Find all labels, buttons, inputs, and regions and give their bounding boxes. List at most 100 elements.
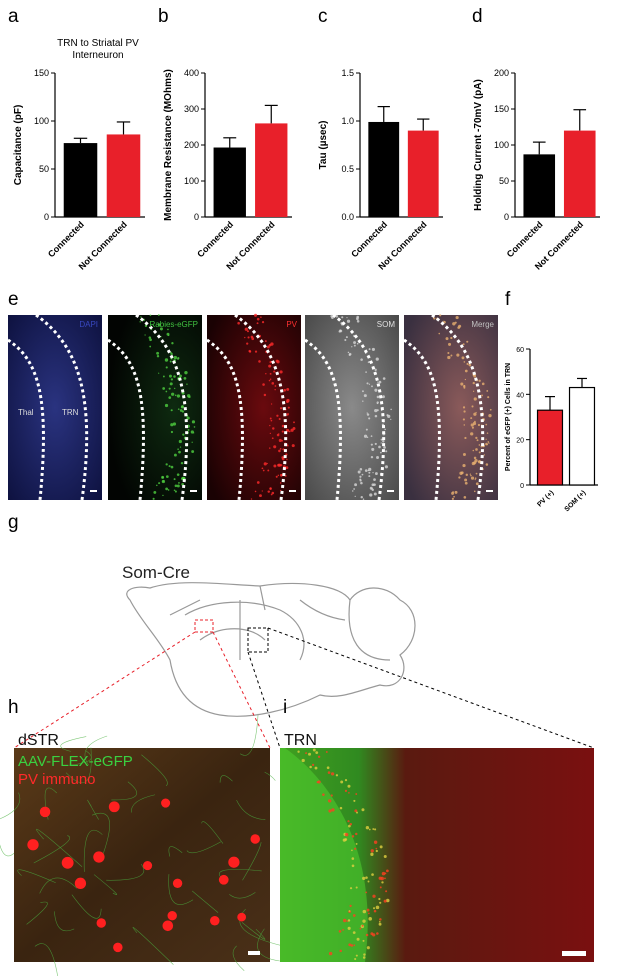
cell — [322, 793, 325, 796]
cell — [165, 366, 168, 369]
bar — [368, 121, 400, 217]
cell — [359, 479, 362, 482]
cell — [367, 469, 370, 472]
cell — [379, 886, 382, 889]
y-tick-label: 0.0 — [341, 212, 354, 222]
y-tick-label: 100 — [34, 116, 49, 126]
fiber — [17, 869, 56, 884]
cell — [262, 383, 265, 386]
cell — [464, 378, 467, 381]
bar — [536, 409, 564, 486]
cell — [172, 422, 177, 426]
cell — [374, 368, 377, 372]
x-tick-label: PV (+) — [536, 489, 555, 508]
cell — [274, 385, 277, 387]
fiber — [242, 842, 262, 881]
cell — [262, 469, 265, 472]
cell — [488, 413, 492, 418]
cell — [365, 428, 368, 431]
fiber — [106, 863, 145, 881]
panel-letter: g — [8, 512, 19, 533]
cell — [287, 406, 290, 409]
cell — [162, 375, 165, 378]
cell — [452, 322, 456, 326]
cell — [271, 382, 275, 385]
scale-bar — [387, 490, 394, 492]
cell — [377, 381, 379, 383]
cell — [366, 946, 370, 950]
zoom-line — [212, 631, 271, 749]
cell — [349, 822, 353, 826]
cell — [61, 856, 74, 869]
cell — [144, 334, 146, 336]
cell — [158, 482, 161, 485]
cell — [365, 876, 368, 879]
cell — [353, 341, 357, 345]
cell — [218, 874, 229, 885]
cell — [285, 466, 289, 470]
cell — [346, 317, 348, 319]
bar — [106, 134, 141, 217]
cell — [382, 440, 385, 443]
cell — [351, 835, 355, 838]
cell — [279, 370, 283, 374]
fiber — [236, 799, 266, 820]
brain-sketch — [126, 582, 416, 717]
cell — [264, 340, 267, 343]
cell — [162, 494, 164, 497]
cell — [282, 448, 285, 451]
cell — [349, 887, 353, 890]
cell — [376, 395, 380, 399]
cell — [254, 350, 258, 353]
cell — [370, 455, 374, 459]
cell — [281, 456, 285, 459]
bar — [63, 143, 98, 217]
cell — [465, 473, 468, 477]
cell — [290, 428, 294, 432]
cell — [258, 360, 261, 363]
cell — [362, 390, 364, 393]
cell — [344, 789, 348, 792]
micrograph — [404, 315, 498, 500]
cell — [169, 374, 172, 378]
cell — [342, 918, 347, 923]
cell — [462, 343, 465, 346]
cell — [167, 328, 169, 331]
cell — [341, 316, 344, 319]
cell — [361, 473, 364, 476]
cell — [487, 441, 490, 443]
fiber — [168, 874, 194, 905]
cell — [485, 423, 488, 426]
cell — [470, 423, 474, 427]
cell — [164, 403, 169, 408]
cell — [339, 806, 343, 810]
fiber — [93, 874, 118, 895]
cell — [305, 752, 308, 755]
cell — [250, 335, 254, 339]
cell — [373, 840, 378, 844]
cell — [162, 480, 164, 482]
cell — [260, 316, 262, 318]
cell — [269, 417, 272, 420]
cell — [486, 390, 489, 392]
cell — [474, 478, 476, 481]
cell — [381, 871, 386, 876]
y-tick-label: 1.5 — [341, 68, 354, 78]
cell — [367, 912, 370, 915]
cell — [266, 345, 270, 349]
cell — [375, 905, 380, 910]
cell — [279, 482, 282, 484]
cell — [278, 438, 282, 443]
cell — [362, 876, 366, 880]
cell — [39, 806, 51, 818]
cell — [363, 394, 367, 398]
cell — [365, 891, 368, 894]
cell — [276, 360, 280, 364]
cell — [179, 446, 182, 448]
zoom-line — [247, 651, 281, 749]
fiber — [264, 771, 276, 781]
cell — [237, 321, 240, 325]
cell — [288, 430, 291, 433]
cell — [170, 409, 173, 412]
cell — [179, 374, 182, 378]
